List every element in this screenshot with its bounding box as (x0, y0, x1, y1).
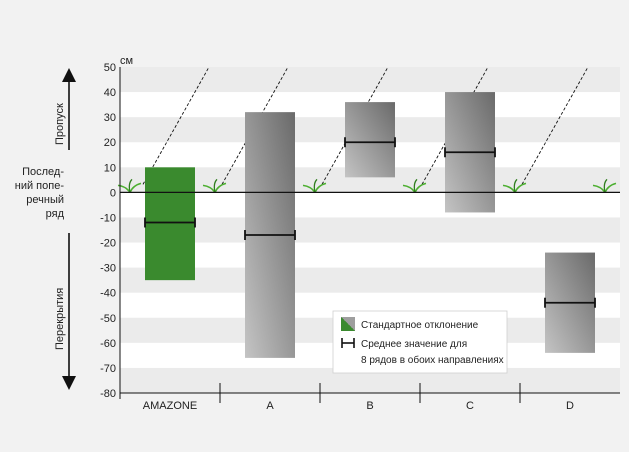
last-row-label-line4: ряд (46, 208, 65, 220)
mean-marker-a (244, 230, 296, 241)
plant-icon (202, 178, 227, 193)
plant-leaf (213, 178, 218, 193)
dashed-diagonal (142, 66, 210, 185)
up-arrow-head (62, 68, 76, 82)
plant-leaf (604, 182, 617, 193)
x-category-label: AMAZONE (143, 400, 197, 412)
plant-icon (502, 178, 527, 193)
y-tick-label: 20 (104, 137, 116, 149)
y-tick-label: 10 (104, 162, 116, 174)
std-box-amazone (145, 167, 195, 281)
x-category-label: B (366, 400, 373, 412)
last-row-label-line2: ний попе- (15, 180, 65, 192)
plant-icon (302, 178, 327, 193)
mean-marker-amazone (144, 217, 196, 228)
legend-std-label: Стандартное отклонение (361, 320, 479, 331)
plant-leaf (603, 178, 608, 193)
grid-band (120, 267, 620, 293)
legend: Стандартное отклонение Среднее значение … (332, 310, 508, 374)
x-category-label: A (266, 400, 274, 412)
y-tick-label: 50 (104, 62, 116, 74)
plant-leaf (314, 182, 327, 193)
mean-marker-c (444, 147, 496, 158)
grid-band (120, 217, 620, 243)
plant-leaf (513, 178, 518, 193)
legend-mean-label-line2: 8 рядов в обоих направлениях (361, 354, 504, 366)
y-tick-label: -10 (100, 212, 116, 224)
plant-icon (592, 178, 617, 193)
plant-leaf (414, 182, 427, 193)
x-category-label: D (566, 400, 574, 412)
y-tick-label: -80 (100, 388, 116, 400)
y-tick-label: -70 (100, 363, 116, 375)
mean-marker-d (544, 297, 596, 308)
grid-band (120, 67, 620, 93)
legend-mean-label-line1: Среднее значение для (361, 339, 467, 350)
y-tick-label: 0 (110, 187, 116, 199)
std-box-b (345, 102, 395, 178)
plant-icon (117, 178, 142, 193)
plant-leaf (313, 178, 318, 193)
y-tick-label: -50 (100, 313, 116, 325)
y-unit-label: см (120, 55, 133, 67)
legend-std-swatch (341, 317, 355, 331)
plant-icon (402, 178, 427, 193)
plant-leaf (214, 182, 227, 193)
y-tick-label: -40 (100, 288, 116, 300)
dashed-diagonal (521, 66, 589, 185)
plant-leaf (514, 182, 527, 193)
plant-leaf (128, 178, 133, 193)
last-row-label-line3: речный (26, 194, 64, 206)
gap-label: Пропуск (54, 103, 66, 145)
overlap-label: Перекрытия (54, 288, 66, 350)
y-tick-label: 40 (104, 87, 116, 99)
y-tick-label: -60 (100, 338, 116, 350)
mean-marker-b (344, 137, 396, 148)
y-tick-label: -20 (100, 238, 116, 250)
side-annotation: Пропуск Перекрытия Послед- ний попе- реч… (15, 68, 76, 390)
down-arrow-head (62, 376, 76, 390)
plant-leaf (413, 178, 418, 193)
legend-mean-symbol (341, 338, 355, 348)
x-category-label: C (466, 400, 474, 412)
y-tick-label: -30 (100, 263, 116, 275)
last-row-label-line1: Послед- (22, 166, 64, 178)
legend-box (332, 310, 508, 374)
y-tick-label: 30 (104, 112, 116, 124)
plant-leaf (129, 182, 142, 193)
